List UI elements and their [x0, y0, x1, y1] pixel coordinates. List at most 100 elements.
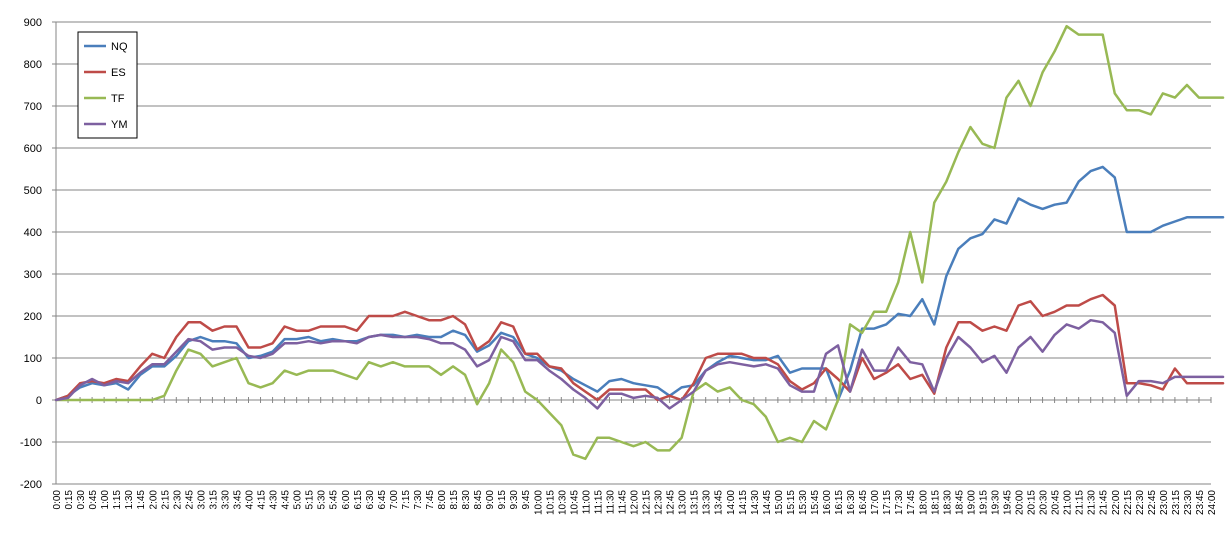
- x-tick-label: 2:15: [160, 490, 171, 510]
- x-tick-label: 10:15: [545, 490, 556, 515]
- x-tick-label: 6:00: [341, 490, 352, 510]
- x-tick-label: 15:30: [798, 490, 809, 515]
- y-tick-label: 0: [36, 395, 42, 407]
- y-tick-labels: -200 -100 0 100 200 300 400 500 600 700 800 900: [20, 17, 42, 491]
- y-tick-label: 900: [24, 17, 42, 29]
- x-tick-label: 3:15: [208, 490, 219, 510]
- x-tick-label: 14:15: [738, 490, 749, 515]
- x-tick-label: 15:00: [774, 490, 785, 515]
- x-tick-label: 23:45: [1195, 490, 1206, 515]
- x-tick-label: 24:00: [1207, 490, 1218, 515]
- x-tick-label: 12:15: [642, 490, 653, 515]
- x-tick-label: 23:15: [1171, 490, 1182, 515]
- x-tick-label: 20:30: [1039, 490, 1050, 515]
- x-tick-label: 20:45: [1051, 490, 1062, 515]
- x-tick-label: 0:00: [52, 490, 63, 510]
- x-tick-label: 19:45: [1002, 490, 1013, 515]
- y-tick-label: 700: [24, 101, 42, 113]
- series-line-ym: [54, 318, 1225, 410]
- x-tick-label: 11:45: [617, 490, 628, 515]
- y-tick-label: -100: [20, 437, 42, 449]
- x-tick-label: 5:00: [293, 490, 304, 510]
- series-line-nq: [54, 165, 1225, 402]
- x-tick-label: 0:30: [76, 490, 87, 510]
- x-tick-label: 7:15: [401, 490, 412, 510]
- legend-box: [77, 31, 138, 139]
- x-tick-label: 15:15: [786, 490, 797, 515]
- y-tick-label: -200: [20, 479, 42, 491]
- x-tick-label: 16:00: [822, 490, 833, 515]
- x-tick-label: 4:30: [269, 490, 280, 510]
- x-tick-label: 5:15: [305, 490, 316, 510]
- x-tick-label: 12:45: [666, 490, 677, 515]
- x-tick-label: 4:00: [245, 490, 256, 510]
- series-line-es: [54, 293, 1225, 402]
- x-tick-label: 16:45: [858, 490, 869, 515]
- grid-lines: [56, 21, 1211, 485]
- x-tick-label: 21:15: [1075, 490, 1086, 515]
- axes: [52, 21, 1212, 485]
- x-tick-label: 6:30: [365, 490, 376, 510]
- x-tick-label: 17:15: [882, 490, 893, 515]
- x-tick-label: 12:30: [654, 490, 665, 515]
- x-tick-label: 16:30: [846, 490, 857, 515]
- x-tick-label: 6:15: [353, 490, 364, 510]
- x-tick-label: 8:45: [473, 490, 484, 510]
- x-tick-label: 17:30: [894, 490, 905, 515]
- x-tick-label: 4:15: [257, 490, 268, 510]
- x-tick-label: 9:15: [497, 490, 508, 510]
- x-tick-label: 23:00: [1159, 490, 1170, 515]
- x-tick-label: 16:15: [834, 490, 845, 515]
- series-line-tf: [54, 24, 1225, 461]
- x-tick-label: 21:00: [1063, 490, 1074, 515]
- x-tick-label: 18:00: [918, 490, 929, 515]
- x-tick-label: 23:30: [1183, 490, 1194, 515]
- x-tick-label: 7:45: [425, 490, 436, 510]
- x-tick-label: 21:45: [1099, 490, 1110, 515]
- legend-label-nq: NQ: [111, 41, 128, 53]
- x-tick-label: 9:00: [485, 490, 496, 510]
- x-tick-label: 22:45: [1147, 490, 1158, 515]
- x-tick-labels: 0:00 0:15 0:30 0:45 1:00 1:15 1:30 1:45 2:00 2:15…: [52, 490, 1218, 515]
- legend: NQ ES TF YM: [77, 31, 138, 139]
- x-tick-label: 9:45: [521, 490, 532, 510]
- x-tick-label: 20:00: [1015, 490, 1026, 515]
- legend-label-es: ES: [111, 67, 126, 79]
- x-tick-label: 11:30: [605, 490, 616, 515]
- x-tick-label: 1:15: [112, 490, 123, 510]
- x-tick-label: 15:45: [810, 490, 821, 515]
- x-tick-label: 7:00: [389, 490, 400, 510]
- y-tick-label: 800: [24, 59, 42, 71]
- x-tick-label: 4:45: [281, 490, 292, 510]
- x-tick-label: 3:45: [232, 490, 243, 510]
- x-tick-label: 13:30: [702, 490, 713, 515]
- x-tick-label: 10:30: [557, 490, 568, 515]
- x-tick-label: 19:15: [978, 490, 989, 515]
- y-tick-label: 100: [24, 353, 42, 365]
- x-tick-label: 19:30: [990, 490, 1001, 515]
- x-tick-label: 8:15: [449, 490, 460, 510]
- y-tick-label: 500: [24, 185, 42, 197]
- x-tick-label: 1:45: [136, 490, 147, 510]
- x-tick-label: 18:45: [954, 490, 965, 515]
- x-tick-label: 18:15: [930, 490, 941, 515]
- x-tick-label: 18:30: [942, 490, 953, 515]
- x-tick-label: 12:00: [630, 490, 641, 515]
- x-tick-label: 13:45: [714, 490, 725, 515]
- legend-label-ym: YM: [111, 119, 128, 131]
- y-tick-label: 600: [24, 143, 42, 155]
- x-tick-label: 20:15: [1027, 490, 1038, 515]
- x-tick-label: 5:45: [329, 490, 340, 510]
- x-tick-label: 19:00: [966, 490, 977, 515]
- x-tick-label: 21:30: [1087, 490, 1098, 515]
- x-tick-label: 6:45: [377, 490, 388, 510]
- x-tick-label: 10:00: [533, 490, 544, 515]
- x-tick-label: 3:00: [196, 490, 207, 510]
- x-tick-label: 22:15: [1123, 490, 1134, 515]
- y-tick-label: 400: [24, 227, 42, 239]
- x-tick-label: 17:00: [870, 490, 881, 515]
- x-tick-label: 7:30: [413, 490, 424, 510]
- x-tick-label: 0:15: [64, 490, 75, 510]
- x-tick-label: 2:00: [148, 490, 159, 510]
